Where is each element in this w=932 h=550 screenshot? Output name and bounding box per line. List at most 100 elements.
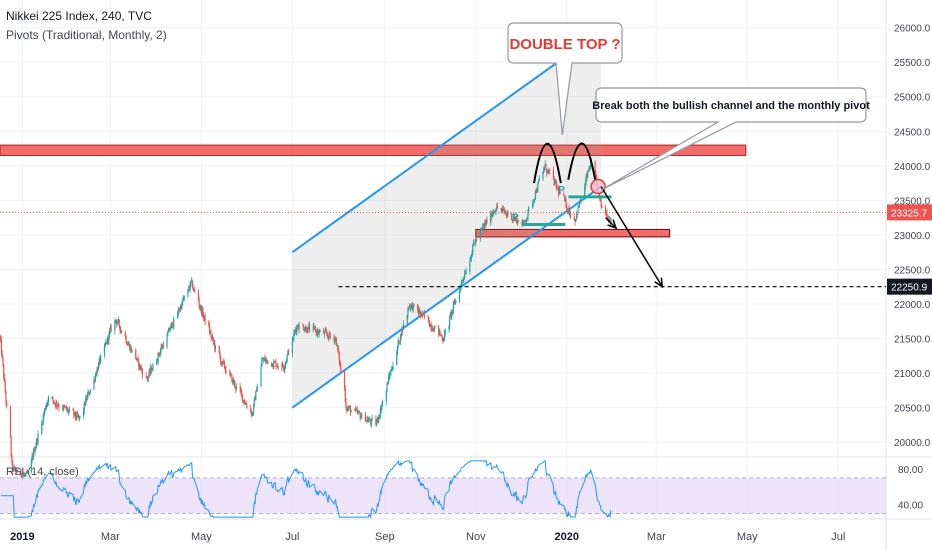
candle-body — [495, 210, 497, 212]
candle-body — [285, 360, 287, 363]
candle-body — [545, 164, 547, 170]
candle-body — [255, 390, 258, 392]
candle-body — [211, 337, 214, 338]
candle-body — [73, 412, 76, 415]
candle-body — [41, 423, 43, 434]
candle-body — [427, 316, 429, 318]
candle-body — [565, 199, 567, 207]
candle-body — [595, 172, 597, 178]
candle-body — [402, 323, 405, 329]
candle-body — [502, 208, 505, 210]
candle-body — [187, 289, 189, 296]
callouts[interactable]: DOUBLE TOP ? Break both the bullish chann… — [507, 22, 870, 191]
candle-body — [554, 182, 556, 185]
candle-body — [235, 386, 238, 390]
drawings[interactable] — [0, 142, 886, 289]
candle-body — [148, 370, 150, 377]
candle-body — [496, 206, 498, 211]
candle-body — [162, 344, 164, 348]
candle-body — [543, 166, 546, 171]
last-price-badge-bg — [887, 204, 932, 221]
candle-body — [584, 187, 586, 200]
candle-body — [110, 326, 112, 331]
candle-body — [577, 207, 579, 215]
candle-body — [454, 302, 456, 304]
candle-body — [293, 330, 296, 334]
candle-body — [533, 199, 535, 201]
price-tick-label: 23000.0 — [894, 231, 931, 242]
candle-body — [493, 212, 495, 214]
candle-body — [208, 322, 210, 326]
candle-body — [188, 289, 190, 290]
candle-body — [285, 362, 287, 366]
candle-body — [314, 326, 316, 328]
candle-body — [422, 313, 424, 316]
candle-body — [448, 325, 450, 330]
candle-body — [73, 410, 75, 415]
candle-body — [106, 337, 108, 344]
candle-body — [469, 259, 472, 262]
candle-body — [37, 433, 39, 442]
candle-body — [344, 389, 346, 402]
candle-body — [579, 200, 581, 202]
candle-body — [11, 455, 13, 462]
candle-body — [594, 162, 596, 173]
candle-body — [3, 364, 5, 378]
candle-body — [109, 326, 111, 331]
candle-body — [305, 327, 307, 330]
candle-body — [513, 218, 516, 220]
indicator-label-pivots[interactable]: Pivots (Traditional, Monthly, 2) — [6, 28, 167, 42]
candle-body — [286, 355, 288, 361]
candle-body — [56, 402, 58, 406]
candle-body — [161, 347, 163, 348]
candle-body — [606, 213, 608, 219]
price-axis[interactable]: 20000.0 20500.0 21000.0 21500.0 22000.0 22500… — [887, 24, 932, 512]
candle-body — [169, 330, 171, 331]
symbol-title[interactable]: Nikkei 225 Index, 240, TVC — [6, 9, 152, 23]
target-price-badge-bg — [887, 278, 932, 295]
candle-body — [511, 219, 513, 221]
candle-body — [55, 402, 57, 406]
candle-body — [407, 308, 409, 316]
candle-body — [557, 187, 559, 189]
price-tick-label: 23500.0 — [894, 196, 931, 207]
candle-body — [458, 291, 461, 301]
short-arrow — [605, 217, 617, 229]
candle-body — [1, 353, 3, 358]
candle-body — [537, 183, 539, 192]
candle-body — [534, 198, 536, 200]
candle-body — [194, 289, 196, 292]
candle-body — [485, 220, 487, 225]
candle-body — [16, 468, 18, 473]
candle-body — [398, 340, 400, 344]
candle-body — [333, 336, 335, 341]
candle-body — [197, 291, 199, 301]
candle-body — [189, 283, 191, 290]
candle-body — [266, 359, 268, 361]
time-axis[interactable]: 2019 Mar May Jul Sep Nov 2020 Mar May Jul — [10, 531, 845, 543]
candle-body — [65, 406, 67, 410]
candle-body — [97, 369, 99, 371]
indicator-label-rsi[interactable]: RSI (14, close) — [6, 466, 79, 478]
candle-body — [30, 461, 32, 473]
candle-body — [239, 386, 241, 389]
candle-body — [455, 300, 457, 304]
candle-body — [126, 344, 129, 346]
candle-body — [324, 330, 326, 333]
double-top-callout-box — [507, 22, 623, 135]
candle-body — [95, 374, 97, 376]
time-tick-label: 2020 — [555, 531, 579, 543]
candle-body — [32, 450, 35, 457]
candle-body — [264, 360, 267, 362]
candle-body — [399, 334, 402, 343]
candle-body — [336, 344, 338, 346]
candle-body — [443, 333, 446, 341]
candle-body — [128, 344, 130, 345]
candle-body — [432, 330, 434, 333]
candle-body — [225, 369, 227, 374]
candle-body — [26, 472, 29, 474]
rsi-tick-label: 80.00 — [898, 465, 923, 476]
candle-body — [180, 306, 182, 309]
candle-body — [147, 376, 150, 379]
